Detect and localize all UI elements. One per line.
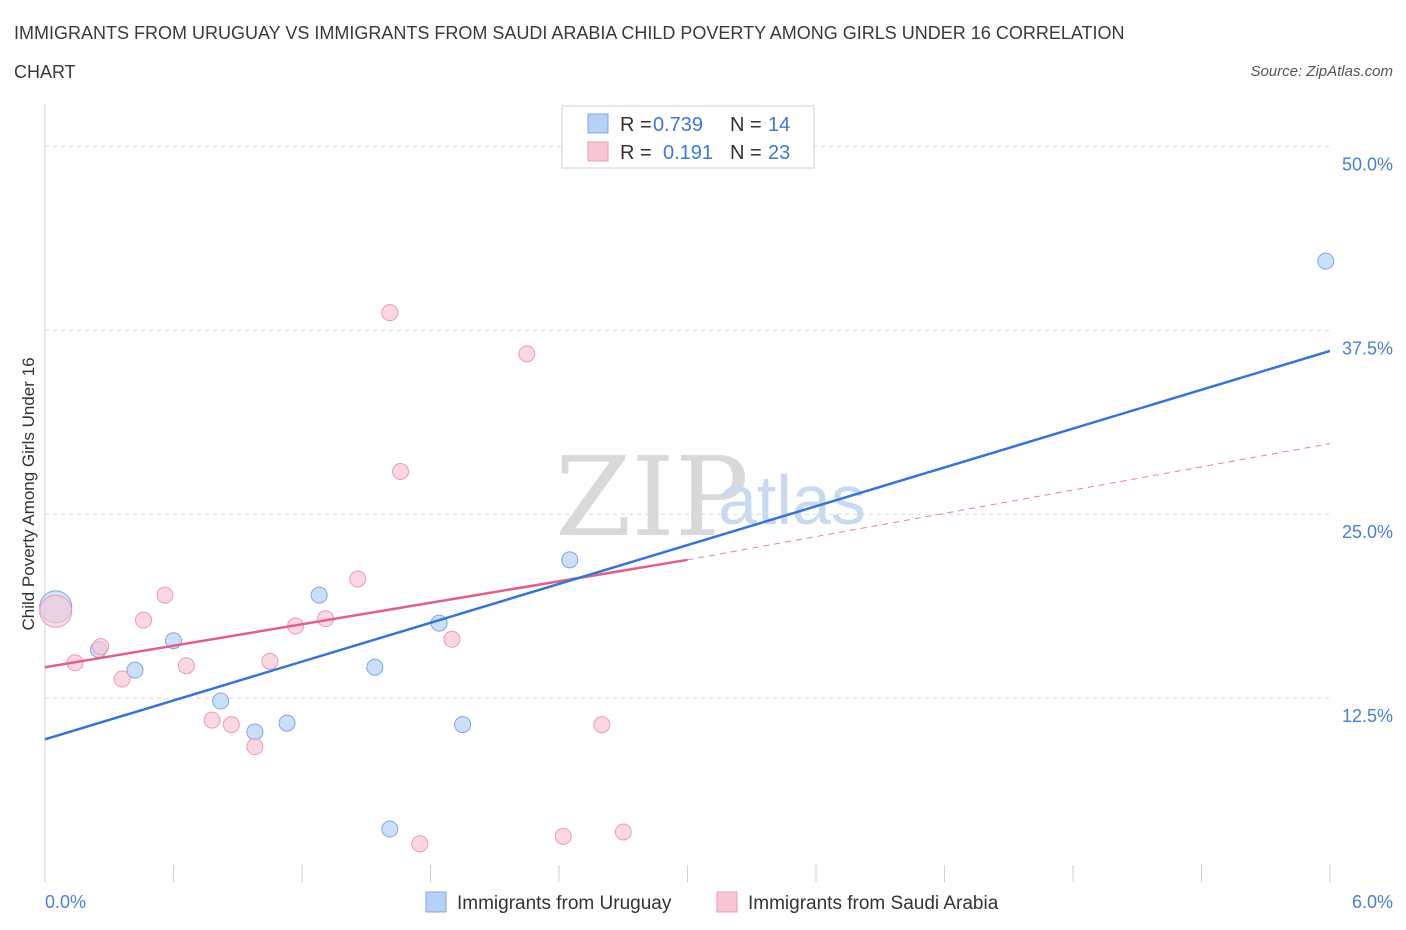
saudi-point-21 [614, 823, 632, 841]
legend-r-label-uruguay: R = [620, 114, 652, 136]
uruguay-point-2 [126, 661, 144, 679]
saudi-point-16 [411, 835, 429, 853]
watermark-zip: ZIP [555, 433, 749, 561]
bottom-legend: Immigrants from Uruguay Immigrants from … [425, 891, 999, 914]
saudi-point-10 [261, 652, 279, 670]
saudi-point-17 [443, 630, 461, 648]
uruguay-point-9 [381, 820, 399, 838]
uruguay-point-7 [310, 586, 328, 604]
watermark-atlas: atlas [718, 461, 866, 539]
saudi-point-9 [246, 738, 264, 756]
y-tick-label-2: 37.5% [1342, 338, 1393, 358]
y-tick-labels: 12.5% 25.0% 37.5% 50.0% [1342, 154, 1393, 726]
saudi-point-20 [593, 716, 611, 734]
uruguay-point-5 [246, 723, 264, 741]
saudi-point-18 [518, 345, 536, 363]
legend-r-value-uruguay: 0.739 [653, 114, 703, 136]
saudi-point-3 [113, 670, 131, 688]
stats-legend: R = 0.739 N = 14 R = 0.191 N = 23 [561, 105, 815, 169]
trend-lines [44, 349, 1331, 741]
legend-swatch-uruguay [587, 113, 609, 134]
y-axis-label: Child Poverty Among Girls Under 16 [19, 357, 38, 630]
saudi-point-2 [92, 638, 110, 656]
saudi-point-4 [135, 611, 153, 629]
chart-title-line2: CHART [14, 62, 76, 82]
bottom-legend-label-uruguay: Immigrants from Uruguay [457, 893, 672, 914]
saudi-point-19 [554, 827, 572, 845]
saudi-point-7 [203, 711, 221, 729]
series-saudi-points [39, 133, 645, 853]
source-label: Source: ZipAtlas.com [1250, 63, 1393, 80]
saudi-point-8 [222, 716, 240, 734]
saudi-point-14 [381, 304, 399, 322]
x-tick-min: 0.0% [45, 892, 86, 912]
legend-n-value-saudi: 23 [768, 142, 790, 164]
saudi-point-5 [156, 586, 174, 604]
uruguay-point-12 [561, 551, 579, 569]
uruguay-point-6 [278, 714, 296, 732]
legend-r-value-saudi: 0.191 [663, 142, 713, 164]
y-tick-label-3: 50.0% [1342, 154, 1393, 174]
uruguay-trend-line [44, 349, 1331, 741]
y-tick-label-1: 25.0% [1342, 522, 1393, 542]
uruguay-point-13 [1317, 252, 1335, 270]
saudi-point-13 [349, 570, 367, 588]
saudi-point-6 [177, 657, 195, 675]
uruguay-point-8 [366, 658, 384, 676]
x-tick-max: 6.0% [1352, 892, 1393, 912]
y-tick-label-0: 12.5% [1342, 706, 1393, 726]
bottom-legend-swatch-saudi [716, 891, 738, 913]
legend-n-label-uruguay: N = [730, 114, 762, 136]
legend-swatch-saudi [587, 141, 609, 162]
saudi-point-15 [392, 463, 410, 481]
uruguay-point-4 [212, 692, 230, 710]
bottom-legend-swatch-uruguay [425, 891, 447, 913]
legend-r-label-saudi: R = [620, 142, 652, 164]
legend-n-label-saudi: N = [730, 142, 762, 164]
saudi-point-0 [39, 594, 73, 628]
chart-title-line1: IMMIGRANTS FROM URUGUAY VS IMMIGRANTS FR… [14, 23, 1125, 43]
bottom-legend-label-saudi: Immigrants from Saudi Arabia [748, 893, 999, 914]
legend-n-value-uruguay: 14 [768, 114, 790, 136]
saudi-trend-extension [687, 443, 1331, 561]
uruguay-point-11 [454, 716, 472, 734]
